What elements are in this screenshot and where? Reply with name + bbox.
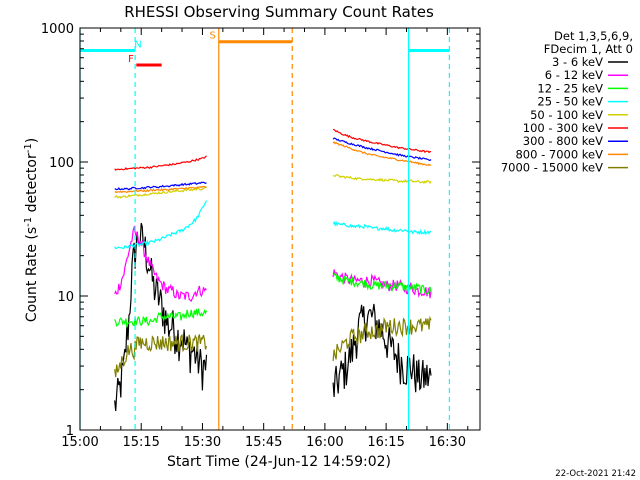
- x-tick-label: 15:45: [245, 435, 282, 450]
- y-tick-label: 100: [49, 156, 74, 171]
- series-line: [114, 200, 208, 250]
- legend: Det 1,3,5,6,9, FDecim 1, Att 0 3 - 6 keV…: [501, 29, 633, 175]
- y-label-part: ): [24, 138, 40, 143]
- x-tick-label: 16:15: [367, 435, 404, 450]
- series-line: [114, 155, 207, 171]
- y-label-exponent: -1: [23, 143, 34, 153]
- series-line: [114, 308, 208, 328]
- flag-bars: NF S: [80, 31, 450, 67]
- legend-label: 12 - 25 keV: [537, 81, 603, 95]
- series-line: [332, 315, 432, 361]
- y-label-part: detector: [24, 153, 40, 217]
- x-tick-label: 16:30: [429, 435, 466, 450]
- series-line: [114, 186, 207, 199]
- x-tick-label: 15:15: [122, 435, 159, 450]
- legend-label: 3 - 6 keV: [552, 55, 603, 69]
- series-line: [332, 269, 432, 299]
- legend-label: 800 - 7000 keV: [515, 147, 603, 161]
- legend-label: 50 - 100 keV: [530, 108, 603, 122]
- y-label-part: Count Rate (s: [24, 227, 40, 322]
- x-axis-label: Start Time (24-Jun-12 14:59:02): [167, 454, 391, 470]
- legend-label: 25 - 50 keV: [537, 95, 603, 109]
- chart-title: RHESSI Observing Summary Count Rates: [124, 3, 434, 21]
- plot-frame: [79, 27, 481, 431]
- legend-header-line: Det 1,3,5,6,9,: [554, 29, 633, 43]
- series-line: [114, 181, 207, 191]
- x-tick-label: 16:00: [306, 435, 343, 450]
- series-line: [332, 220, 432, 236]
- series-line: [332, 128, 432, 154]
- flag-label: N: [134, 39, 141, 50]
- y-tick-label: 10: [57, 290, 74, 305]
- series-line: [114, 185, 207, 194]
- series-line: [333, 271, 432, 295]
- series-line: [114, 224, 207, 302]
- series-line: [332, 303, 432, 398]
- legend-label: 6 - 12 keV: [545, 68, 603, 82]
- y-tick-label: 1000: [41, 22, 74, 37]
- series-line: [332, 141, 432, 167]
- x-tick-label: 15:30: [184, 435, 221, 450]
- y-tick-label: 1: [66, 424, 74, 439]
- timestamp-footer: 22-Oct-2021 21:42: [555, 469, 636, 479]
- series-line: [332, 137, 432, 162]
- legend-label: 100 - 300 keV: [523, 121, 603, 135]
- series-line: [114, 333, 208, 378]
- flag-label: F: [128, 54, 134, 65]
- x-tick-label: 15:00: [61, 435, 98, 450]
- axes: 15:00 15:15 15:30 15:45 16:00 16:15 16:30 1 10 10…: [41, 22, 480, 450]
- series-layer: [114, 128, 432, 412]
- legend-label: 300 - 800 keV: [523, 134, 603, 148]
- flag-label: S: [209, 31, 215, 42]
- series-line: [332, 174, 432, 185]
- y-label-exponent: -1: [23, 217, 34, 227]
- legend-header-line: FDecim 1, Att 0: [544, 42, 633, 56]
- legend-label: 7000 - 15000 keV: [501, 161, 603, 175]
- y-axis-label: Count Rate (s-1 detector-1): [23, 138, 40, 322]
